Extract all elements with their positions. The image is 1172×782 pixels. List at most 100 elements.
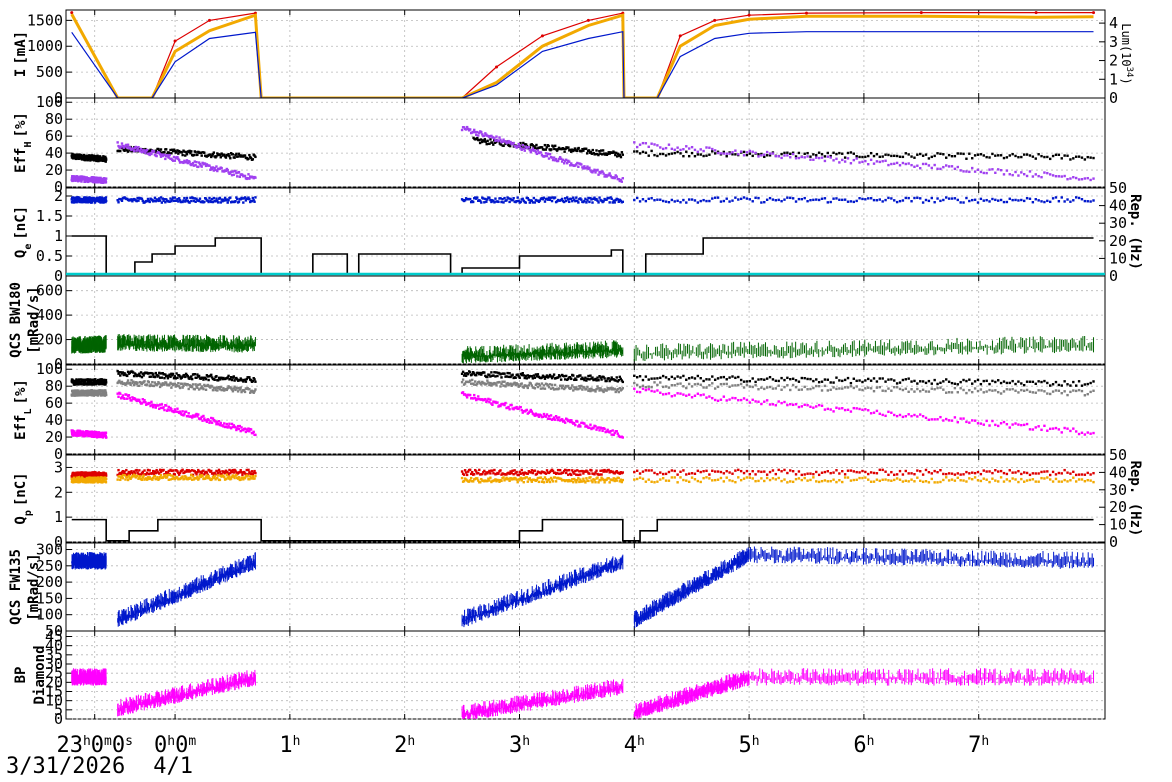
data-point: [1051, 197, 1055, 200]
data-point: [77, 431, 80, 435]
data-point: [169, 148, 172, 152]
data-point: [227, 374, 230, 378]
data-point: [529, 408, 533, 412]
data-point: [650, 377, 653, 380]
data-point: [228, 422, 231, 425]
data-point: [157, 199, 160, 203]
data-point: [589, 169, 592, 172]
data-point: [251, 196, 255, 200]
data-point: [204, 377, 208, 381]
plot-area: [66, 196, 1105, 276]
data-point: [577, 146, 580, 150]
data-point: [711, 375, 714, 378]
data-point: [210, 166, 213, 169]
data-point: [528, 410, 532, 413]
data-point: [96, 155, 100, 158]
data-point: [835, 376, 838, 379]
data-point: [832, 197, 835, 200]
data-point: [803, 196, 806, 200]
data-point: [177, 157, 180, 161]
data-point: [1043, 155, 1046, 159]
data-point: [682, 385, 685, 388]
plot-area: [70, 369, 1095, 439]
data-point: [503, 380, 506, 383]
data-point: [599, 376, 602, 379]
data-point: [959, 152, 962, 155]
data-point: [1048, 392, 1052, 396]
data-point: [503, 403, 506, 407]
data-point: [177, 152, 180, 155]
data-point: [493, 371, 496, 374]
data-point: [751, 377, 754, 380]
data-point: [817, 156, 821, 160]
data-point: [1092, 11, 1096, 15]
data-point: [591, 148, 594, 152]
data-point: [659, 152, 662, 156]
data-point: [74, 199, 77, 202]
data-point: [1017, 156, 1020, 159]
data-point: [570, 386, 573, 390]
data-point: [238, 378, 242, 382]
data-point: [476, 136, 479, 140]
data-point: [204, 388, 208, 391]
series-black: [70, 152, 108, 163]
data-point: [516, 145, 519, 148]
data-point: [664, 376, 668, 379]
data-point: [540, 376, 544, 379]
data-point: [211, 152, 215, 156]
data-point: [1028, 390, 1032, 393]
data-point: [525, 385, 528, 388]
data-point: [953, 386, 957, 390]
data-point: [794, 155, 798, 158]
data-point: [495, 384, 498, 387]
data-point: [212, 151, 216, 154]
data-point: [224, 425, 228, 428]
series-gray: [70, 389, 108, 397]
data-point: [708, 384, 711, 387]
data-point: [104, 436, 108, 439]
data-point: [713, 18, 717, 22]
data-point: [209, 168, 212, 172]
data-point: [574, 387, 577, 391]
data-point: [536, 385, 540, 389]
data-point: [176, 197, 179, 201]
data-point: [543, 387, 547, 390]
data-point: [236, 424, 240, 428]
data-point: [771, 198, 775, 201]
data-point: [1017, 174, 1020, 177]
data-point: [797, 197, 801, 201]
data-point: [248, 197, 251, 201]
data-point: [898, 199, 902, 203]
data-point: [971, 166, 974, 170]
data-point: [86, 159, 89, 162]
data-point: [594, 152, 597, 156]
data-point: [589, 389, 592, 393]
data-point: [102, 181, 105, 184]
data-point: [913, 379, 916, 383]
data-point: [163, 408, 166, 412]
data-point: [1028, 197, 1032, 200]
data-point: [872, 154, 876, 158]
data-point: [747, 13, 751, 17]
data-point: [858, 197, 861, 200]
data-point: [823, 384, 827, 388]
series-purple: [633, 141, 1095, 182]
data-point: [171, 196, 175, 199]
data-point: [123, 382, 126, 385]
data-point: [181, 153, 184, 157]
data-point: [1046, 155, 1049, 159]
data-point: [705, 154, 708, 157]
data-point: [200, 385, 203, 388]
data-point: [81, 432, 84, 436]
data-point: [569, 375, 572, 379]
data-point: [162, 373, 165, 376]
data-point: [617, 379, 620, 382]
y-axis-label-unit: [nC]: [13, 206, 29, 240]
data-point: [1092, 380, 1095, 383]
data-point: [173, 149, 177, 153]
data-point: [132, 380, 135, 383]
data-point: [80, 389, 83, 392]
data-point: [1092, 156, 1095, 160]
data-point: [748, 198, 752, 201]
data-point: [512, 141, 515, 145]
